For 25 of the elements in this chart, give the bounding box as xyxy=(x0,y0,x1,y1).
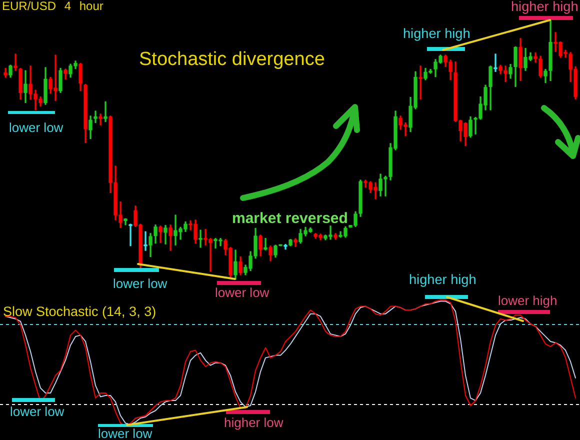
candlestick xyxy=(164,225,168,244)
annotation: lower high xyxy=(498,292,558,308)
candlestick xyxy=(198,230,202,248)
candlestick xyxy=(264,238,268,250)
chart-subtitle: EUR/USD 4 hour xyxy=(2,0,104,13)
chart-title: Slow Stochastic (14, 3, 3) xyxy=(3,304,156,320)
text: lower low xyxy=(98,426,152,440)
text: lower low xyxy=(215,284,270,300)
candlestick xyxy=(128,224,132,246)
text: Stochastic divergence xyxy=(139,48,325,70)
candlestick xyxy=(14,54,18,71)
candlestick xyxy=(144,231,148,251)
text: higher high xyxy=(511,0,578,14)
candlestick xyxy=(104,101,108,122)
candlestick xyxy=(94,110,98,124)
annotation: lower low xyxy=(10,404,64,420)
annotation: higher high xyxy=(409,272,476,288)
candlestick xyxy=(98,114,102,126)
annotation: market reversed xyxy=(232,210,348,227)
annotation: lower low xyxy=(113,276,168,290)
candlestick xyxy=(418,66,422,100)
annotation: higher low xyxy=(224,414,284,430)
candlestick xyxy=(494,54,498,72)
annotation: lower low xyxy=(9,120,64,134)
annotation: higher high xyxy=(403,26,470,42)
